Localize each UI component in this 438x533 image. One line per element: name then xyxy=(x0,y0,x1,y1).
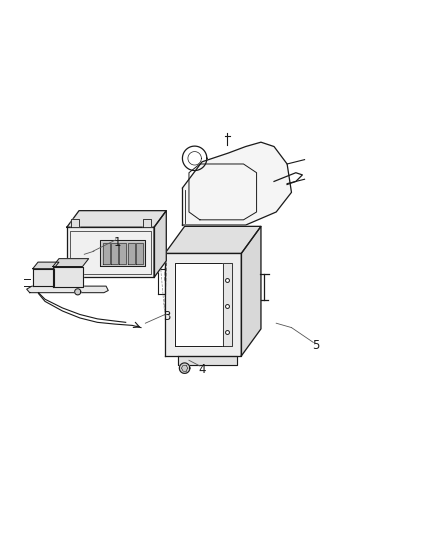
Polygon shape xyxy=(33,262,59,269)
Polygon shape xyxy=(27,286,108,293)
Polygon shape xyxy=(154,211,166,277)
Polygon shape xyxy=(165,253,241,356)
Polygon shape xyxy=(241,227,260,356)
Polygon shape xyxy=(143,220,151,227)
Polygon shape xyxy=(174,263,223,346)
Polygon shape xyxy=(74,289,81,295)
Polygon shape xyxy=(53,259,88,266)
Polygon shape xyxy=(102,243,110,264)
Polygon shape xyxy=(100,240,145,266)
Polygon shape xyxy=(223,263,231,346)
Text: 5: 5 xyxy=(311,338,318,352)
Polygon shape xyxy=(67,211,166,227)
Polygon shape xyxy=(67,227,154,277)
Polygon shape xyxy=(178,356,237,365)
Polygon shape xyxy=(136,243,143,264)
Polygon shape xyxy=(119,243,126,264)
Polygon shape xyxy=(179,363,189,374)
Polygon shape xyxy=(53,266,82,287)
Polygon shape xyxy=(165,227,260,253)
Polygon shape xyxy=(111,243,118,264)
Text: 4: 4 xyxy=(198,362,205,376)
Polygon shape xyxy=(33,269,53,286)
Text: 3: 3 xyxy=(163,310,170,323)
Text: 1: 1 xyxy=(113,236,120,249)
Polygon shape xyxy=(127,243,134,264)
Polygon shape xyxy=(182,142,291,225)
Polygon shape xyxy=(71,220,79,227)
